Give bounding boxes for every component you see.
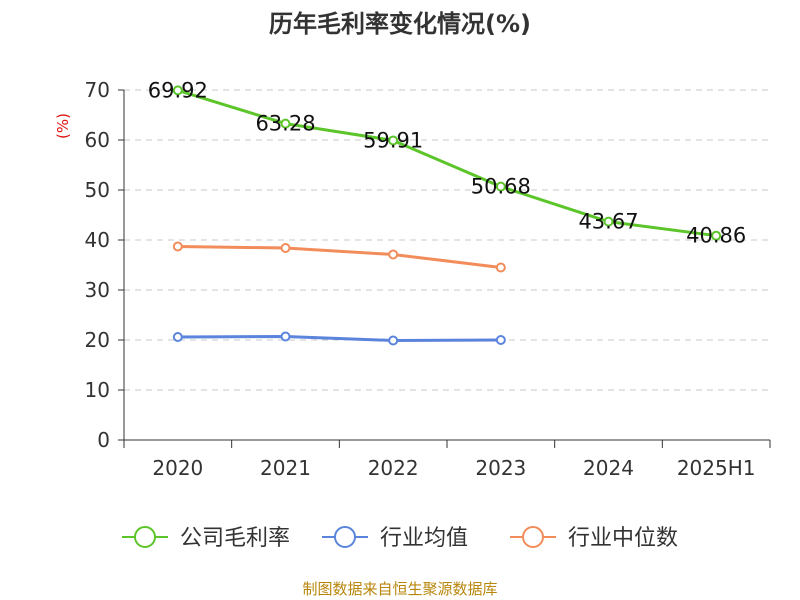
axes xyxy=(118,89,771,448)
data-point xyxy=(172,85,183,96)
legend-label: 行业中位数 xyxy=(568,526,678,551)
y-tick-labels: 0 10 20 30 40 50 60 70 xyxy=(85,78,110,452)
data-point xyxy=(172,241,183,252)
y-tick-label: 30 xyxy=(85,278,110,302)
x-tick-label: 2023 xyxy=(475,456,526,480)
data-label: 40.86 xyxy=(686,224,746,248)
data-point xyxy=(495,335,506,345)
y-axis-unit: (%) xyxy=(54,113,72,139)
y-tick-label: 50 xyxy=(85,178,110,202)
y-tick-label: 70 xyxy=(85,78,110,102)
data-point xyxy=(280,331,291,342)
legend-marker xyxy=(522,526,544,548)
data-point xyxy=(280,243,291,253)
data-point xyxy=(172,332,183,342)
data-point xyxy=(495,262,506,273)
data-point xyxy=(388,135,399,146)
data-point xyxy=(711,230,722,241)
data-label: 63.28 xyxy=(255,112,315,136)
series-line-0 xyxy=(177,88,717,238)
y-tick-label: 10 xyxy=(85,378,110,402)
legend-item[interactable]: 公司毛利率 xyxy=(122,526,290,551)
y-tick-label: 60 xyxy=(85,128,110,152)
x-tick-label: 2025H1 xyxy=(677,456,756,480)
legend-marker xyxy=(334,526,356,548)
gridlines xyxy=(124,89,770,391)
x-tick-label: 2020 xyxy=(152,456,203,480)
data-point xyxy=(388,249,399,260)
x-tick-label: 2022 xyxy=(368,456,419,480)
data-label: 69.92 xyxy=(148,78,208,102)
data-point xyxy=(603,216,614,227)
legend-marker xyxy=(134,526,156,548)
source-note: 制图数据来自恒生聚源数据库 xyxy=(302,580,497,598)
y-tick-label: 0 xyxy=(97,428,110,452)
data-label: 43.67 xyxy=(578,210,638,234)
chart-title: 历年毛利率变化情况(%) xyxy=(269,10,531,38)
legend[interactable]: 公司毛利率 行业均值 行业中位数 xyxy=(122,526,678,551)
y-tick-label: 40 xyxy=(85,228,110,252)
x-tick-label: 2024 xyxy=(583,456,634,480)
data-point xyxy=(280,118,291,129)
series-line-1 xyxy=(177,335,501,342)
data-label: 59.91 xyxy=(363,128,423,152)
x-tick-label: 2021 xyxy=(260,456,311,480)
series-lines xyxy=(172,85,722,346)
data-point xyxy=(388,335,399,346)
data-point xyxy=(495,181,506,192)
legend-label: 公司毛利率 xyxy=(180,526,290,551)
legend-label: 行业均值 xyxy=(380,526,468,551)
data-labels: 69.92 63.28 59.91 50.68 43.67 40.86 xyxy=(148,78,746,247)
series-line-2 xyxy=(177,245,502,269)
y-tick-label: 20 xyxy=(85,328,110,352)
legend-item[interactable]: 行业中位数 xyxy=(510,526,678,551)
x-tick-labels: 2020 2021 2022 2023 2024 2025H1 xyxy=(152,456,755,480)
data-label: 50.68 xyxy=(471,175,531,199)
legend-item[interactable]: 行业均值 xyxy=(322,526,468,551)
